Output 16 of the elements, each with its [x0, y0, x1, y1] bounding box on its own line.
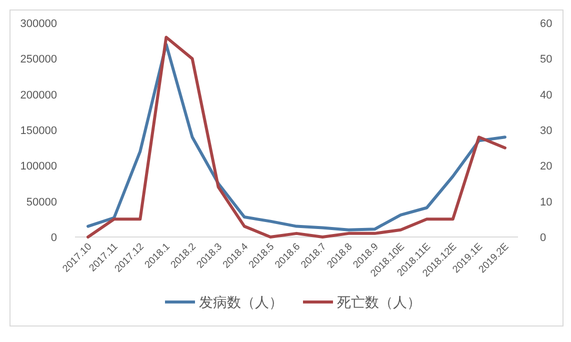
- y-tick-label: 150000: [20, 125, 57, 137]
- y-tick-label: 300000: [20, 18, 57, 30]
- y2-tick-label: 60: [540, 18, 552, 30]
- y-tick-label: 100000: [20, 160, 57, 173]
- legend-label: 发病数（人）: [199, 294, 283, 310]
- legend-label: 死亡数（人）: [337, 294, 421, 310]
- y2-tick-label: 50: [540, 54, 552, 66]
- y-tick-label: 250000: [20, 54, 57, 66]
- y-tick-label: 200000: [20, 89, 57, 102]
- y-tick-label: 50000: [26, 196, 57, 208]
- y2-tick-label: 30: [540, 125, 552, 137]
- y2-tick-label: 10: [540, 196, 552, 208]
- y2-tick-label: 0: [540, 232, 546, 244]
- y2-tick-label: 20: [540, 160, 552, 173]
- y-tick-label: 0: [50, 232, 57, 244]
- y2-tick-label: 40: [540, 89, 552, 102]
